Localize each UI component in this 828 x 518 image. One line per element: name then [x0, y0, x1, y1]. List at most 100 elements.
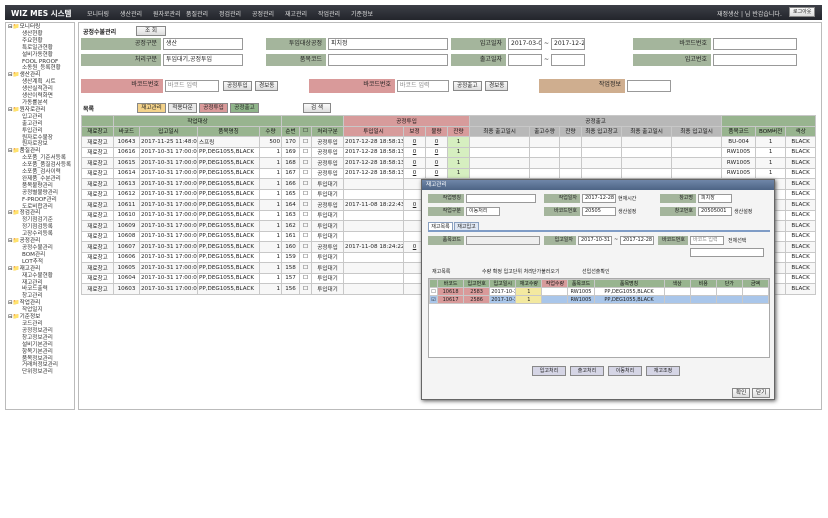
- menu-item: 기준정보: [351, 11, 374, 18]
- toolbar-button[interactable]: 재고관리: [137, 103, 166, 113]
- field-value: [466, 194, 536, 203]
- select[interactable]: 피치정: [328, 38, 448, 50]
- checkbox[interactable]: ☐: [299, 157, 313, 169]
- checkbox[interactable]: ☐: [299, 283, 313, 295]
- checkbox[interactable]: ☐: [299, 167, 313, 179]
- table-row[interactable]: 재료창고 10615 2017-10-31 17:00:01 PP,DEG1055,B…: [81, 157, 817, 169]
- close-button[interactable]: 닫기: [752, 388, 771, 398]
- input[interactable]: 2017-03-01: [508, 38, 542, 50]
- checkbox[interactable]: ☐: [299, 178, 313, 190]
- column-header: 잔량: [559, 125, 583, 137]
- checkbox[interactable]: ☐: [299, 146, 313, 158]
- cell: 10605: [113, 262, 140, 274]
- tree-item: 소포품_검사이력: [22, 169, 61, 176]
- toolbar-button[interactable]: 적용다운: [168, 103, 197, 113]
- tree-item: 항목기본관리: [22, 348, 53, 355]
- cell: 공정투입: [311, 146, 345, 158]
- button[interactable]: 공정투입: [223, 81, 252, 91]
- input[interactable]: [508, 54, 542, 66]
- toolbar-button[interactable]: 공정투입: [199, 103, 228, 113]
- menu-item: 재고관리: [285, 11, 308, 18]
- group-header: 공정투입: [343, 115, 471, 127]
- cell: 투입대기: [311, 178, 345, 190]
- button[interactable]: 공정출고: [453, 81, 482, 91]
- field-value: 2017-10-31: [578, 236, 612, 245]
- checkbox[interactable]: ☐: [299, 241, 313, 253]
- cell: 2017-10-31 17:00:01: [139, 241, 198, 253]
- cell: 투입대기: [311, 230, 345, 242]
- checkbox[interactable]: ☐: [299, 262, 313, 274]
- column-header: 품목명칭: [593, 279, 665, 288]
- input[interactable]: [551, 54, 585, 66]
- button[interactable]: 경보동: [255, 81, 279, 91]
- input[interactable]: [713, 54, 797, 66]
- checkbox[interactable]: ☐: [299, 251, 313, 263]
- tree-item: F-PROOF관리: [22, 196, 57, 203]
- footer-button[interactable]: 입고처리: [532, 366, 566, 376]
- field-label: 작업일자: [544, 194, 580, 203]
- table-row[interactable]: 재료창고 10616 2017-10-31 17:00:01 PP,DEG1055,B…: [81, 146, 817, 158]
- tree-item: 생산계획_시트: [22, 79, 56, 86]
- list-title: 목록: [83, 106, 95, 113]
- checkbox[interactable]: ☐: [429, 287, 438, 296]
- header-row: 바코드 입고번호 입고일시 재고수량 작업수량 품목코드 품목명칭 색상 비용 단가 금액: [429, 279, 769, 288]
- checkbox[interactable]: ☐: [299, 209, 313, 221]
- cell: 2017-10-31 17:00:01: [139, 272, 198, 284]
- toolbar-button[interactable]: 공정출고: [230, 103, 259, 113]
- label: 입고일자: [451, 38, 506, 50]
- tab-strip[interactable]: [428, 230, 770, 232]
- button[interactable]: 경보동: [485, 81, 509, 91]
- cell: 166: [281, 178, 301, 190]
- input[interactable]: [713, 38, 797, 50]
- footer-button[interactable]: 재고조정: [646, 366, 680, 376]
- checkbox[interactable]: ☐: [299, 272, 313, 284]
- footer-button[interactable]: 이동처리: [608, 366, 642, 376]
- column-header: 바코드: [436, 279, 465, 288]
- input[interactable]: [328, 54, 448, 66]
- cell: [689, 295, 717, 304]
- checkbox[interactable]: ☐: [299, 188, 313, 200]
- search-button[interactable]: 조 회: [136, 26, 166, 36]
- label: 품목코드: [266, 54, 326, 66]
- table-row[interactable]: 재료창고 10614 2017-10-31 17:00:01 PP,DEG1055,B…: [81, 167, 817, 179]
- cell: BLACK: [785, 262, 817, 274]
- input[interactable]: 바코드 입력: [165, 80, 219, 92]
- checkbox[interactable]: ☐: [299, 220, 313, 232]
- cell: 재료창고: [81, 178, 114, 190]
- search-button[interactable]: 검 색: [303, 103, 331, 113]
- table-row[interactable]: 재료창고 10643 2017-11-25 11:48:01 스프링 500 170 ☐ 공정…: [81, 136, 817, 148]
- select[interactable]: 생산: [163, 38, 243, 50]
- cell: [715, 295, 743, 304]
- cell: 투입대기: [311, 220, 345, 232]
- checkbox[interactable]: ☐: [299, 136, 313, 148]
- checkbox[interactable]: ☑: [429, 295, 438, 304]
- logout-button[interactable]: 로그아웃: [789, 7, 816, 17]
- cell: 1: [258, 220, 283, 232]
- tree-item: 설비가동현황: [22, 51, 53, 58]
- column-header: 품목코드: [721, 125, 757, 137]
- label: 투입대상공정: [266, 38, 326, 50]
- footer-button[interactable]: 출고처리: [570, 366, 604, 376]
- cell: 10615: [113, 157, 140, 169]
- tree-item: 정기점검등록: [22, 224, 53, 231]
- cell: 157: [281, 272, 301, 284]
- top-bar: WIZ MES 시스템 재정생산 | 님 반갑습니다. 로그아웃 모니터링 생산관…: [5, 5, 822, 20]
- input[interactable]: 바코드 입력: [397, 80, 449, 92]
- input[interactable]: 2017-12-28: [551, 38, 585, 50]
- cell: [343, 230, 405, 242]
- cell: 163: [281, 209, 301, 221]
- checkbox[interactable]: ☐: [299, 230, 313, 242]
- tree-group: ⊟📁작업관리: [8, 300, 41, 307]
- tree-item: BOM관리: [22, 251, 46, 258]
- select[interactable]: 투입대기,공정투입: [163, 54, 243, 66]
- ok-button[interactable]: 확인: [732, 388, 751, 398]
- cell: 500: [258, 136, 283, 148]
- cell: 2017-10-31 17:00:01: [139, 199, 198, 211]
- checkbox[interactable]: ☐: [299, 199, 313, 211]
- cell: 159: [281, 251, 301, 263]
- cell: [559, 146, 583, 158]
- cell: 0: [425, 146, 449, 158]
- input[interactable]: [627, 80, 671, 92]
